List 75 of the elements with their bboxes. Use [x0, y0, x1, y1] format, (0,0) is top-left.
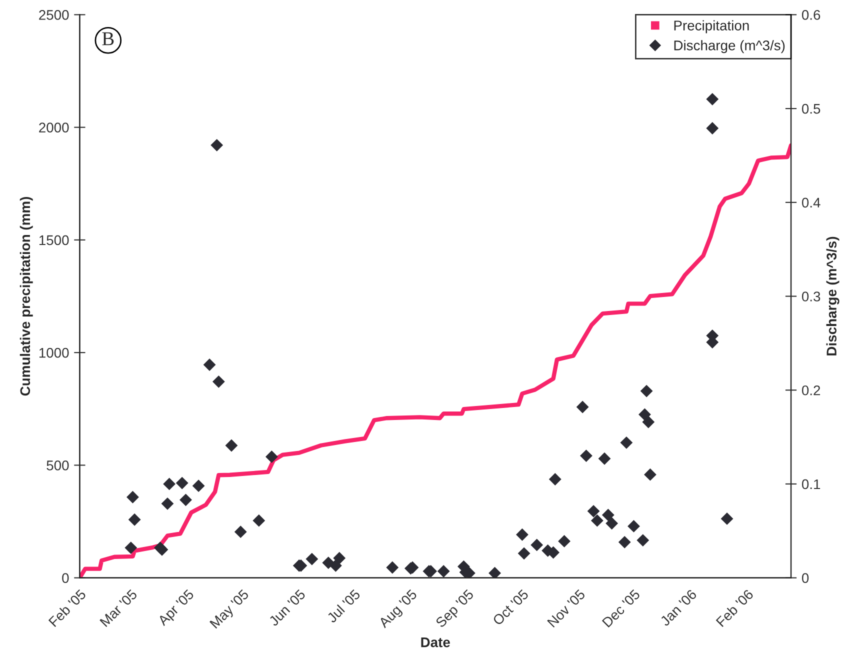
point [618, 536, 631, 548]
point [576, 400, 589, 414]
point [642, 416, 655, 428]
point [176, 476, 188, 490]
point [518, 547, 530, 560]
point [706, 122, 719, 134]
x-tick-label: Jul '05 [326, 588, 361, 624]
point [628, 520, 640, 532]
point [437, 565, 450, 578]
annotation: B [102, 32, 114, 46]
point [128, 513, 141, 526]
x-tick-label: Nov '05 [546, 588, 586, 628]
point [590, 514, 604, 527]
x-tick-label: Feb '06 [715, 588, 754, 628]
point [306, 552, 318, 566]
x-tick-label: Jun '05 [268, 588, 306, 627]
y2-tick-label: 0.4 [802, 198, 820, 208]
y2-tick-label: 0.2 [802, 385, 820, 396]
point [161, 497, 174, 510]
point [163, 478, 176, 490]
point [212, 375, 225, 388]
y-tick-label: 1000 [39, 348, 69, 358]
x-tick-label: Jan '06 [659, 588, 698, 627]
y-tick-label: 2000 [39, 122, 69, 132]
x-tick-label: Feb '05 [48, 588, 87, 628]
point [640, 384, 653, 398]
x-axis-title: Date [421, 638, 450, 648]
point [558, 535, 570, 548]
point [620, 436, 633, 449]
x-tick-label: Mar '05 [100, 588, 138, 628]
y-axis-title: Cumulative precipitation (mm) [20, 197, 33, 396]
y2-axis-title: Discharge (m^3/s) [826, 236, 840, 356]
point [124, 542, 138, 554]
point [720, 512, 734, 525]
point [644, 468, 656, 481]
y-tick-label: 2500 [39, 10, 69, 20]
point [126, 490, 139, 504]
point [203, 358, 216, 371]
y2-tick-label: 0 [802, 573, 809, 583]
point [606, 517, 618, 530]
y2-tick-label: 0.5 [802, 104, 820, 114]
point [548, 473, 562, 486]
point [706, 92, 719, 106]
point [516, 528, 528, 541]
y2-tick-label: 0.1 [802, 479, 820, 490]
x-tick-label: Oct '05 [492, 588, 530, 626]
point [234, 526, 247, 538]
point [265, 450, 278, 463]
x-tick-label: Apr '05 [157, 588, 196, 628]
point [598, 452, 611, 465]
point [252, 514, 266, 527]
point [225, 439, 238, 452]
point [602, 508, 614, 522]
y-tick-label: 500 [46, 460, 69, 470]
x-tick-label: Aug '05 [378, 588, 420, 630]
legend-label: Discharge (m^3/s) [674, 40, 785, 54]
point [210, 138, 224, 152]
point [333, 552, 346, 564]
x-tick-label: Dec '05 [602, 588, 641, 628]
point [329, 559, 342, 572]
y-tick-label: 1500 [39, 235, 69, 246]
point [580, 450, 592, 462]
y2-tick-label: 0.6 [802, 10, 820, 20]
point [530, 538, 544, 552]
y2-tick-label: 0.3 [802, 292, 820, 302]
point [192, 480, 205, 492]
x-tick-label: May '05 [209, 588, 252, 631]
y-tick-label: 0 [62, 573, 69, 583]
point [587, 504, 600, 518]
legend-label: Precipitation [674, 20, 749, 34]
point [636, 534, 650, 546]
point [488, 566, 501, 578]
x-tick-label: Sep '05 [435, 588, 476, 630]
point [180, 494, 192, 506]
point [386, 561, 399, 574]
